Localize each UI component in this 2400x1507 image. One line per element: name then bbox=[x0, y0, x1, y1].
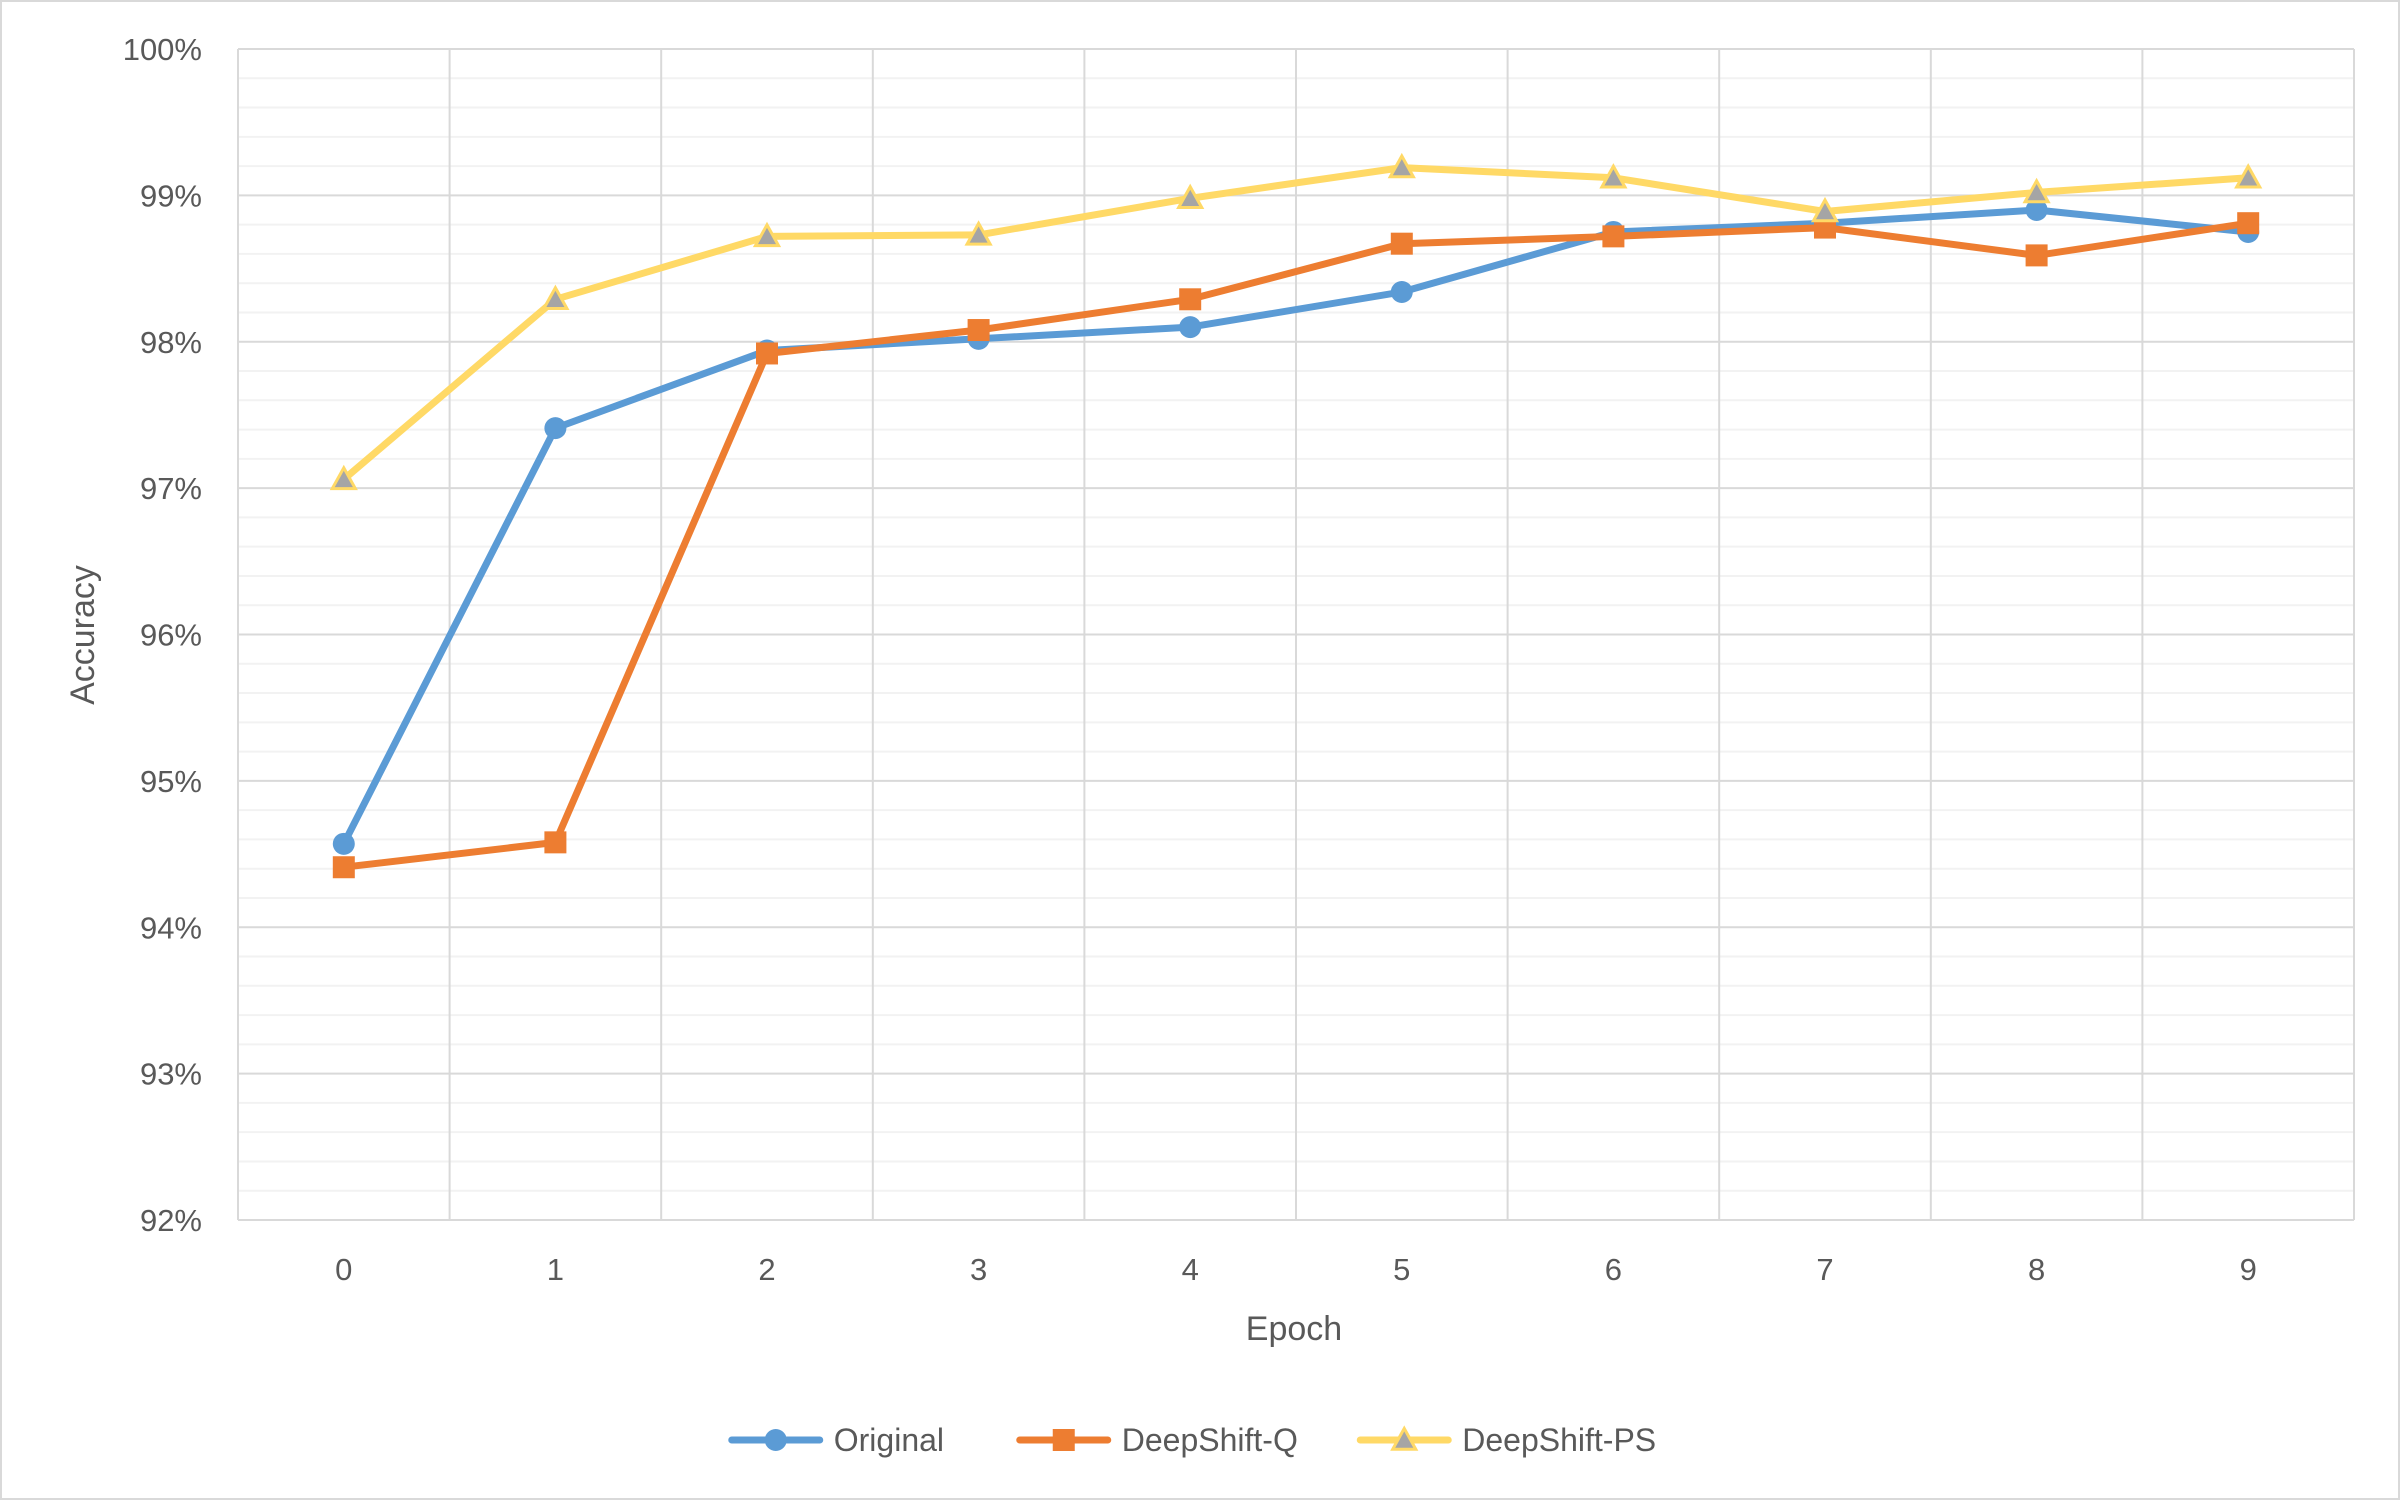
data-point-original bbox=[544, 417, 567, 440]
legend-label: DeepShift-Q bbox=[1122, 1422, 1298, 1458]
x-axis-tick-labels: 0 1 2 3 4 5 6 7 8 9 bbox=[335, 1252, 2257, 1287]
x-tick-label: 8 bbox=[2028, 1252, 2045, 1287]
y-tick-label: 94% bbox=[140, 910, 202, 945]
x-tick-label: 1 bbox=[547, 1252, 564, 1287]
data-point-deepshift-q bbox=[1602, 225, 1625, 248]
y-tick-label: 98% bbox=[140, 325, 202, 360]
legend-swatch-marker bbox=[1052, 1429, 1075, 1451]
data-point-deepshift-q bbox=[1179, 288, 1202, 311]
x-tick-label: 0 bbox=[335, 1252, 352, 1287]
data-point-deepshift-q bbox=[1390, 232, 1413, 255]
data-point-deepshift-q bbox=[756, 342, 778, 365]
x-tick-label: 3 bbox=[970, 1252, 987, 1287]
data-point-deepshift-ps bbox=[1387, 152, 1416, 179]
x-tick-label: 2 bbox=[758, 1252, 775, 1287]
legend-item-deepshift-ps: DeepShift-PS bbox=[1356, 1422, 1656, 1458]
data-point-deepshift-q bbox=[332, 856, 355, 879]
data-point-original bbox=[1179, 316, 1202, 339]
series-deepshift-ps bbox=[329, 152, 2263, 491]
legend-item-original: Original bbox=[728, 1422, 944, 1458]
y-tick-label: 93% bbox=[140, 1057, 202, 1092]
data-point-original bbox=[2025, 199, 2048, 222]
data-point-original bbox=[1390, 280, 1413, 303]
data-point-deepshift-ps bbox=[964, 220, 993, 246]
y-axis-title: Accuracy bbox=[64, 565, 102, 705]
y-tick-label: 96% bbox=[140, 618, 202, 653]
x-tick-label: 4 bbox=[1182, 1252, 1199, 1287]
data-point-deepshift-ps bbox=[2234, 163, 2263, 189]
y-axis-tick-labels: 92% 93% 94% 95% 96% 97% 98% 99% 100% bbox=[123, 32, 202, 1238]
x-tick-label: 7 bbox=[1816, 1252, 1833, 1287]
x-tick-label: 6 bbox=[1605, 1252, 1622, 1287]
x-tick-label: 5 bbox=[1393, 1252, 1410, 1287]
data-point-original bbox=[332, 832, 355, 855]
vertical-gridlines bbox=[237, 49, 2355, 1220]
legend-label: Original bbox=[834, 1422, 944, 1458]
y-tick-label: 95% bbox=[140, 764, 202, 799]
data-point-deepshift-ps bbox=[1810, 196, 1840, 223]
data-point-deepshift-ps bbox=[752, 221, 782, 248]
legend: Original DeepShift-Q DeepShift-PS bbox=[728, 1422, 1656, 1458]
y-tick-label: 92% bbox=[140, 1203, 202, 1238]
series-deepshift-q bbox=[332, 212, 2260, 879]
data-point-deepshift-ps bbox=[1599, 163, 1628, 189]
data-point-deepshift-q bbox=[2237, 212, 2260, 235]
data-point-deepshift-ps bbox=[1176, 183, 1205, 210]
legend-swatch-marker bbox=[764, 1429, 787, 1451]
series-line-original bbox=[340, 206, 2252, 848]
data-point-deepshift-ps bbox=[541, 284, 570, 311]
legend-item-deepshift-q: DeepShift-Q bbox=[1016, 1422, 1298, 1458]
data-point-deepshift-q bbox=[967, 319, 990, 342]
data-point-deepshift-ps bbox=[329, 464, 358, 491]
legend-label: DeepShift-PS bbox=[1462, 1422, 1656, 1458]
legend-swatch-marker bbox=[1390, 1425, 1419, 1451]
series-layer bbox=[329, 152, 2263, 879]
x-axis-title: Epoch bbox=[1246, 1310, 1342, 1348]
data-point-deepshift-q bbox=[2025, 244, 2048, 267]
data-point-deepshift-q bbox=[544, 831, 567, 854]
y-tick-label: 100% bbox=[123, 32, 202, 67]
series-line-deepshift-ps bbox=[340, 164, 2252, 483]
data-point-deepshift-ps bbox=[2022, 177, 2051, 204]
x-tick-label: 9 bbox=[2240, 1252, 2257, 1287]
y-tick-label: 97% bbox=[140, 471, 202, 506]
series-line-deepshift-q bbox=[340, 219, 2252, 871]
y-tick-label: 99% bbox=[140, 178, 202, 213]
